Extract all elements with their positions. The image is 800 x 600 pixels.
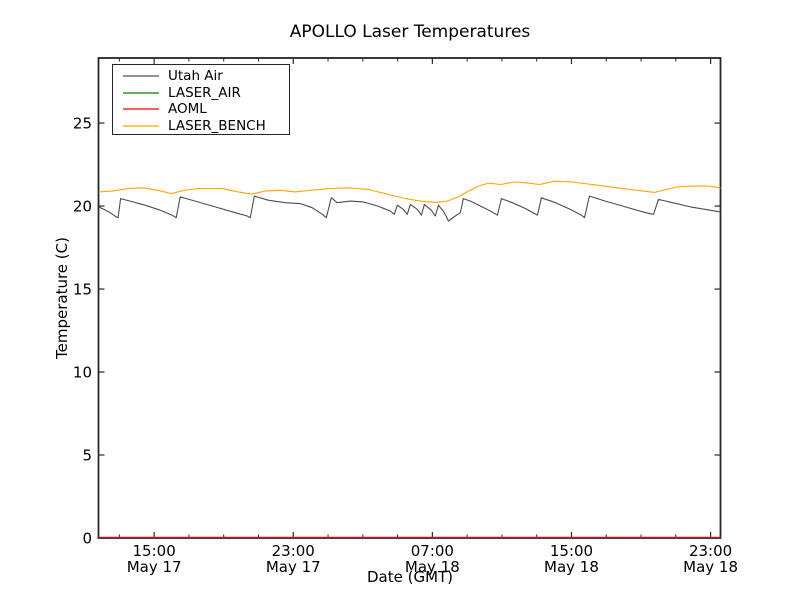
y-tick-label: 10 [73,364,92,382]
legend-item: Utah Air [123,68,289,85]
x-tick-date-label: May 18 [544,558,599,576]
legend-label: Utah Air [168,68,223,85]
legend-line-swatch [123,91,159,94]
x-tick-date-label: May 18 [405,558,460,576]
legend-label: LASER_AIR [168,84,241,101]
chart-title: APOLLO Laser Temperatures [289,22,531,42]
legend-line-swatch [123,75,159,78]
series-line-laser-bench [98,180,721,203]
y-tick-label: 20 [73,198,92,216]
legend-label: LASER_BENCH [168,117,266,134]
series-line-utah-air [98,195,721,222]
legend: Utah Air LASER_AIR AOML LASER_BENCH [112,64,290,135]
y-tick-label: 0 [82,530,92,548]
legend-item: LASER_BENCH [123,118,289,135]
legend-line-swatch [123,124,159,127]
legend-item: AOML [123,101,289,118]
legend-line-swatch [123,108,159,111]
legend-item: LASER_AIR [123,85,289,102]
x-tick-time-label: 23:00 [272,542,315,560]
x-tick-date-label: May 17 [266,558,321,576]
y-tick-label: 25 [73,115,92,133]
x-axis-label: Date (GMT) [366,568,454,586]
x-tick-time-label: 23:00 [689,542,732,560]
x-tick-time-label: 15:00 [133,542,176,560]
x-tick-date-label: May 18 [683,558,738,576]
x-tick-time-label: 07:00 [411,542,454,560]
x-tick-date-label: May 17 [127,558,182,576]
x-tick-time-label: 15:00 [550,542,593,560]
y-tick-label: 15 [73,281,92,299]
axes-spines [97,57,722,539]
y-tick-label: 5 [82,447,92,465]
legend-label: AOML [168,101,207,118]
